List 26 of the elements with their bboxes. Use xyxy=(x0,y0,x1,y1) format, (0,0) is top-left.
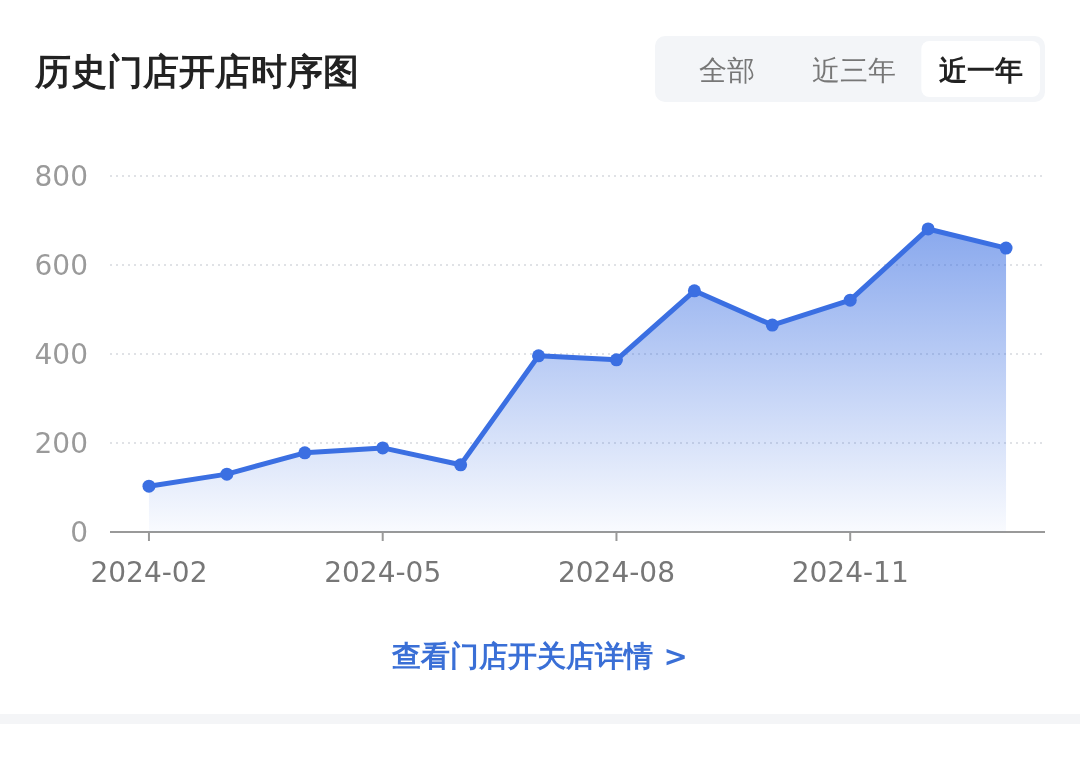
x-tick-label: 2024-11 xyxy=(791,556,909,589)
y-tick-label: 800 xyxy=(34,160,88,193)
point xyxy=(142,479,156,493)
point xyxy=(298,446,312,460)
point xyxy=(999,241,1013,255)
y-tick-label: 200 xyxy=(34,427,88,460)
text: 查看门店开关店详情 > xyxy=(391,639,688,673)
point xyxy=(220,467,234,481)
x-tick-label: 2024-05 xyxy=(324,556,442,589)
point xyxy=(532,349,546,363)
text: 全部 xyxy=(699,54,756,87)
y-tick-label: 0 xyxy=(70,516,88,549)
y-tick-label: 400 xyxy=(34,338,88,371)
x-tick-label: 2024-02 xyxy=(90,556,208,589)
point xyxy=(921,222,935,236)
point xyxy=(843,293,857,307)
chart-title: 历史门店开店时序图 xyxy=(34,51,359,92)
text: 近一年 xyxy=(938,54,1023,87)
y-tick-label: 600 xyxy=(34,249,88,282)
point xyxy=(765,318,779,332)
point xyxy=(376,441,390,455)
point xyxy=(687,284,701,298)
x-tick-label: 2024-08 xyxy=(557,556,675,589)
text: 近三年 xyxy=(812,54,896,87)
point xyxy=(609,353,623,367)
point xyxy=(454,458,468,472)
